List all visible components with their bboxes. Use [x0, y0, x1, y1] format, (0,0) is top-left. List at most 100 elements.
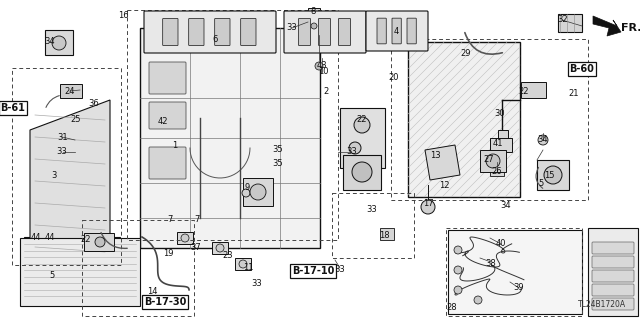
- Polygon shape: [425, 145, 460, 180]
- Bar: [448, 230, 582, 314]
- FancyBboxPatch shape: [149, 102, 186, 129]
- Polygon shape: [30, 100, 110, 265]
- Circle shape: [349, 142, 361, 154]
- Bar: [588, 228, 638, 316]
- Text: 15: 15: [544, 170, 554, 180]
- Text: 34: 34: [500, 201, 511, 210]
- Circle shape: [311, 23, 317, 29]
- Bar: [84, 233, 114, 251]
- FancyBboxPatch shape: [592, 270, 634, 282]
- Text: 11: 11: [243, 263, 253, 272]
- Circle shape: [454, 246, 462, 254]
- Circle shape: [454, 286, 462, 294]
- Text: 33: 33: [347, 147, 357, 157]
- FancyBboxPatch shape: [163, 19, 178, 46]
- Text: 1: 1: [172, 140, 178, 150]
- FancyBboxPatch shape: [144, 11, 276, 53]
- FancyBboxPatch shape: [149, 147, 186, 179]
- Circle shape: [181, 234, 189, 242]
- Text: 35: 35: [273, 145, 284, 154]
- Text: 2: 2: [323, 87, 328, 97]
- Text: 23: 23: [223, 251, 234, 261]
- FancyBboxPatch shape: [592, 256, 634, 268]
- Circle shape: [95, 237, 105, 247]
- FancyBboxPatch shape: [241, 19, 256, 46]
- Text: 16: 16: [118, 11, 128, 20]
- FancyBboxPatch shape: [392, 18, 401, 44]
- Bar: [340, 108, 385, 168]
- Text: 36: 36: [88, 99, 99, 108]
- Text: 19: 19: [163, 249, 173, 258]
- FancyBboxPatch shape: [407, 18, 416, 44]
- FancyBboxPatch shape: [189, 19, 204, 46]
- Text: 40: 40: [496, 240, 506, 249]
- Circle shape: [354, 117, 370, 133]
- Text: 44: 44: [45, 233, 55, 241]
- FancyBboxPatch shape: [339, 19, 351, 46]
- Circle shape: [538, 135, 548, 145]
- Text: 9: 9: [244, 182, 250, 191]
- Text: 33: 33: [335, 265, 346, 275]
- Text: 6: 6: [212, 35, 218, 44]
- Text: 4: 4: [394, 27, 399, 36]
- Text: B-60: B-60: [570, 64, 595, 74]
- Bar: [446, 228, 582, 316]
- Circle shape: [486, 154, 500, 168]
- Text: 12: 12: [439, 182, 449, 190]
- Text: 32: 32: [557, 16, 568, 25]
- Text: 33: 33: [252, 279, 262, 288]
- Bar: [521, 82, 546, 98]
- Bar: [308, 8, 320, 34]
- Text: 37: 37: [191, 243, 202, 253]
- Bar: [380, 228, 394, 240]
- Text: 22: 22: [356, 115, 367, 124]
- Bar: [60, 84, 82, 98]
- Bar: [82, 220, 194, 316]
- FancyBboxPatch shape: [592, 284, 634, 296]
- Bar: [490, 138, 512, 152]
- Circle shape: [242, 189, 250, 197]
- FancyBboxPatch shape: [214, 19, 230, 46]
- Text: 21: 21: [569, 90, 579, 99]
- FancyBboxPatch shape: [319, 19, 330, 46]
- Text: 17: 17: [422, 199, 433, 209]
- Bar: [45, 30, 73, 55]
- Text: 28: 28: [447, 302, 458, 311]
- FancyBboxPatch shape: [149, 62, 186, 94]
- FancyBboxPatch shape: [592, 298, 634, 310]
- Bar: [235, 258, 251, 270]
- Bar: [343, 155, 381, 190]
- Circle shape: [250, 184, 266, 200]
- FancyBboxPatch shape: [298, 19, 310, 46]
- Bar: [20, 238, 140, 306]
- Bar: [12, 68, 121, 265]
- Bar: [243, 178, 273, 206]
- Text: 42: 42: [157, 117, 168, 127]
- Circle shape: [216, 244, 224, 252]
- Text: 18: 18: [379, 231, 389, 240]
- Text: 33: 33: [287, 24, 298, 33]
- Text: 10: 10: [317, 68, 328, 77]
- Bar: [408, 42, 520, 197]
- Text: 13: 13: [429, 151, 440, 160]
- Bar: [480, 150, 506, 172]
- Text: FR.: FR.: [621, 23, 640, 33]
- Bar: [140, 28, 320, 248]
- Bar: [537, 160, 569, 190]
- Bar: [332, 193, 414, 258]
- Text: 5: 5: [49, 271, 54, 279]
- FancyBboxPatch shape: [366, 11, 428, 51]
- Text: 7: 7: [195, 216, 200, 225]
- Text: 14: 14: [147, 287, 157, 296]
- Text: B-17-30: B-17-30: [144, 297, 186, 307]
- Text: 41: 41: [493, 138, 503, 147]
- Polygon shape: [593, 16, 621, 36]
- Text: 33: 33: [367, 205, 378, 214]
- Text: 35: 35: [273, 159, 284, 167]
- FancyBboxPatch shape: [592, 242, 634, 254]
- Bar: [24, 237, 120, 260]
- Text: 20: 20: [388, 73, 399, 83]
- Text: 22: 22: [81, 234, 92, 243]
- Text: 27: 27: [484, 154, 494, 164]
- Circle shape: [352, 162, 372, 182]
